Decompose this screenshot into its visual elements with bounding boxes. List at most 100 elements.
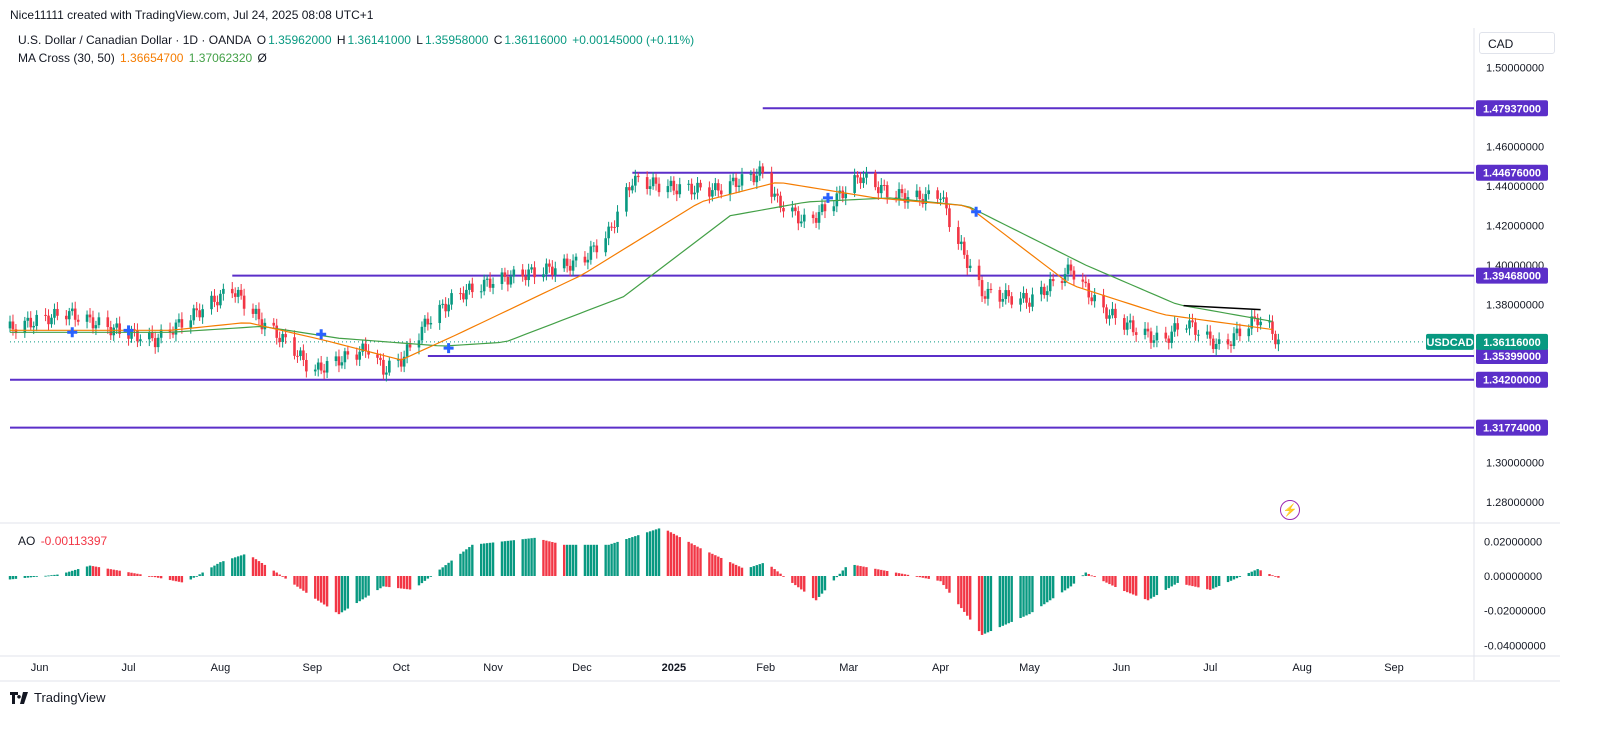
- flash-icon[interactable]: ⚡: [1280, 500, 1300, 520]
- ao-bar: [1131, 576, 1135, 595]
- ao-bar: [968, 576, 972, 620]
- ma-legend: MA Cross (30, 50) 1.36654700 1.37062320 …: [18, 51, 269, 65]
- ao-bar: [500, 541, 504, 576]
- candle-body: [968, 265, 972, 269]
- ao-bar: [29, 576, 32, 578]
- candle-body: [844, 192, 848, 199]
- ao-bar: [139, 574, 142, 576]
- candle-body: [1114, 308, 1117, 319]
- candle-body: [965, 254, 969, 269]
- ao-bar: [687, 541, 690, 576]
- ao-bar: [405, 576, 409, 590]
- candle-body: [1226, 339, 1230, 345]
- candle-body: [728, 181, 732, 195]
- close-value: 1.36116000: [504, 33, 567, 47]
- ao-bar: [883, 570, 886, 576]
- candle-body: [645, 177, 649, 189]
- ao-bar: [571, 544, 575, 576]
- ao-bar: [963, 576, 966, 612]
- candle-body: [106, 317, 110, 328]
- candle-body: [1051, 279, 1055, 282]
- ao-bar: [903, 574, 907, 576]
- candle-body: [441, 303, 444, 305]
- candle-body: [343, 351, 347, 363]
- ao-bar: [388, 576, 391, 588]
- candle-body: [1191, 320, 1194, 323]
- ao-bar: [675, 535, 679, 576]
- ao-bar: [524, 538, 527, 576]
- candle-body: [32, 325, 36, 328]
- ma-slow-line[interactable]: [10, 197, 1273, 347]
- tradingview-logo[interactable]: TradingView: [10, 690, 106, 705]
- ao-bar: [800, 576, 803, 590]
- ao-bar: [512, 540, 516, 576]
- ao-bar: [634, 536, 637, 576]
- ao-bar: [168, 576, 172, 581]
- candle-body: [29, 317, 33, 328]
- ao-bar: [1247, 572, 1250, 576]
- candle-body: [711, 190, 714, 197]
- symbol-name[interactable]: U.S. Dollar / Canadian Dollar · 1D · OAN…: [18, 33, 252, 47]
- level-price-tag: [1476, 348, 1548, 365]
- ao-bar: [720, 557, 723, 576]
- ao-bar: [222, 561, 225, 576]
- candle-body: [776, 193, 779, 196]
- candle-body: [379, 357, 382, 360]
- candle-body: [634, 175, 637, 186]
- ao-bar: [1129, 576, 1132, 594]
- ao-bar: [1212, 576, 1215, 589]
- candle-body: [65, 315, 68, 320]
- ma-fast-line[interactable]: [10, 182, 1273, 361]
- ao-bar: [696, 546, 699, 576]
- candle-body: [797, 211, 800, 224]
- ao-bar: [980, 576, 984, 635]
- candle-body: [1149, 331, 1153, 343]
- high-label: H: [336, 33, 346, 47]
- ao-bar: [877, 569, 880, 576]
- ao-bar: [32, 576, 35, 578]
- ao-bar: [900, 573, 904, 576]
- currency-selector[interactable]: CAD: [1479, 32, 1555, 54]
- candle-body: [1167, 338, 1171, 343]
- ao-bar: [382, 576, 385, 587]
- candle-body: [592, 245, 596, 247]
- ao-bar: [441, 567, 444, 576]
- candle-body: [1197, 334, 1200, 336]
- ao-bar: [468, 547, 471, 576]
- ao-bar: [894, 572, 898, 576]
- candle-body: [586, 259, 590, 263]
- ao-bar: [299, 576, 302, 589]
- time-tick-label: Mar: [839, 662, 858, 674]
- ao-bar: [1087, 573, 1090, 576]
- ma-label[interactable]: MA Cross (30, 50): [18, 51, 115, 65]
- ao-bar: [820, 576, 824, 594]
- trend-line[interactable]: [1183, 304, 1261, 311]
- ao-bar: [960, 576, 963, 609]
- candle-body: [799, 221, 803, 224]
- candle-body: [1185, 328, 1188, 330]
- ao-bar: [548, 541, 551, 576]
- candle-body: [1143, 328, 1147, 335]
- ao-bar: [1028, 576, 1031, 615]
- ao-bar: [770, 566, 773, 576]
- ao-bar: [1146, 576, 1150, 601]
- level-price-tag: [1476, 267, 1548, 284]
- ao-bar: [737, 566, 741, 576]
- ao-bar: [521, 539, 524, 576]
- ao-label[interactable]: AO: [18, 534, 36, 548]
- ao-bar: [503, 541, 507, 576]
- ao-bar: [236, 556, 240, 576]
- candle-body: [823, 204, 827, 212]
- ao-bar: [823, 576, 827, 591]
- ao-bar: [1217, 576, 1221, 586]
- candle-body: [1063, 274, 1067, 284]
- ao-bar: [1060, 576, 1064, 593]
- candle-body: [900, 189, 904, 194]
- ao-bar: [924, 576, 927, 579]
- ao-bar: [106, 568, 109, 576]
- ao-bar: [699, 548, 702, 576]
- high-value: 1.36141000: [347, 33, 411, 47]
- ao-bar: [91, 566, 95, 576]
- candle-body: [983, 296, 987, 299]
